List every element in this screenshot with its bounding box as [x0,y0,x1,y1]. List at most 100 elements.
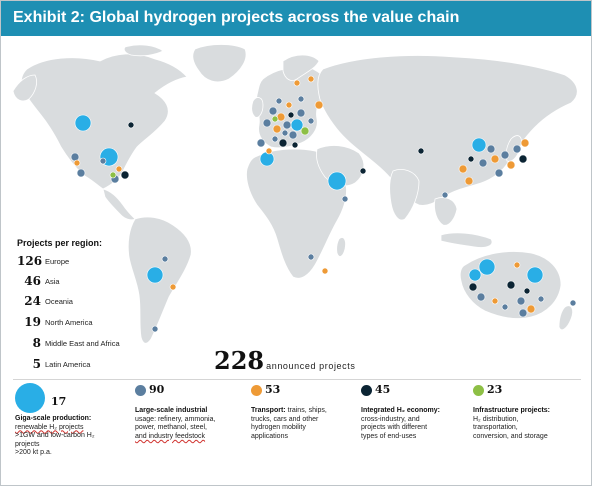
project-marker-transport [490,154,500,164]
land-indonesia [440,232,493,248]
project-marker-giga [146,266,164,284]
land-north-america [20,53,188,190]
transport-dot-icon [251,385,262,396]
integrated-dot-icon [361,385,372,396]
legend-description: Integrated H₂ economy: cross-industry, a… [361,407,465,441]
legend-giga-scale: 17 Giga-scale production: renewable H₂ p… [15,381,125,481]
infrastructure-dot-icon [473,385,484,396]
project-marker-giga [471,137,487,153]
world-map [5,39,589,377]
project-marker-integrated [287,111,295,119]
legend-line: and industry feedstock [135,432,206,440]
project-marker-transport [491,297,499,305]
land-india [389,169,420,221]
legend-line: projects with different [361,424,428,432]
industrial-dot-icon [135,385,146,396]
region-count: 46 [24,274,41,288]
project-marker-industrial [501,303,509,311]
legend-description: Infrastructure projects: H₂ distribution… [473,407,583,441]
land-alaska [12,74,37,102]
project-marker-industrial [494,168,504,178]
project-marker-transport [506,160,516,170]
project-marker-industrial [486,144,496,154]
region-name: Oceania [45,297,73,306]
legend-count: 53 [265,383,281,396]
land-canada-islands [123,44,164,57]
legend-line: transportation, [473,424,518,432]
legend-description: Transport: trains, ships, trucks, cars a… [251,407,357,441]
land-southeast-asia [434,197,458,226]
project-marker-integrated [467,155,475,163]
legend-title: Large-scale industrial [135,407,208,414]
land-new-zealand [558,305,573,331]
project-marker-giga [74,114,92,132]
project-marker-transport [526,304,536,314]
project-marker-industrial [500,150,510,160]
legend-divider [13,379,581,380]
projects-per-region-heading: Projects per region: [17,238,103,248]
project-marker-industrial [268,106,278,116]
project-marker-industrial [297,95,305,103]
project-marker-integrated [127,121,135,129]
project-marker-transport [520,138,530,148]
legend-count: 90 [149,383,165,396]
project-marker-transport [513,261,521,269]
project-marker-industrial [161,255,169,263]
project-marker-industrial [516,296,526,306]
project-marker-industrial [569,299,577,307]
project-marker-integrated [120,170,130,180]
project-marker-industrial [151,325,159,333]
legend-line: conversion, and storage [473,432,548,440]
world-map-svg [12,44,578,344]
project-marker-industrial [256,138,266,148]
project-marker-industrial [478,158,488,168]
project-marker-industrial [518,308,528,318]
giga-scale-dot-icon [15,383,45,413]
legend-line: trains, ships, [287,407,327,414]
region-name: Latin America [45,360,91,369]
project-marker-industrial [281,129,289,137]
legend-title: Infrastructure projects: [473,407,551,414]
project-marker-industrial [307,253,315,261]
total-projects: 228 announced projects [214,346,355,375]
legend-count: 23 [487,383,503,396]
project-marker-integrated [518,154,528,164]
legend-count: 45 [375,383,391,396]
legend-line: applications [251,432,288,440]
legend-transport: 53 Transport: trains, ships, trucks, car… [251,381,357,481]
project-marker-giga [526,266,544,284]
legend-line: usage: refinery, ammonia, [135,415,216,423]
project-marker-transport [265,147,273,155]
project-marker-industrial [271,135,279,143]
project-marker-industrial [476,292,486,302]
project-marker-industrial [288,130,298,140]
project-marker-industrial [441,191,449,199]
project-marker-transport [307,75,315,83]
project-marker-transport [321,267,329,275]
project-marker-industrial [282,120,292,130]
region-name: Europe [45,257,70,266]
legend-line: types of end-uses [361,432,417,440]
legend-industrial: 90 Large-scale industrial usage: refiner… [135,381,247,481]
land-madagascar [336,237,346,257]
region-count: 5 [32,357,41,371]
legend-line: >200 kt p.a. [15,449,52,457]
legend-description: Large-scale industrial usage: refinery, … [135,407,247,441]
project-marker-giga [478,258,496,276]
land-middle-east [316,145,365,187]
region-count: 126 [17,254,43,268]
legend-integrated: 45 Integrated H₂ economy: cross-industry… [361,381,465,481]
legend-line: hydrogen mobility [251,424,306,432]
land-greenland [192,44,247,83]
region-name: Middle East and Africa [45,339,120,348]
land-scandinavia [282,54,320,81]
project-marker-integrated [278,138,288,148]
title-bar: Exhibit 2: Global hydrogen projects acro… [1,1,591,36]
project-marker-transport [169,283,177,291]
region-name: North America [45,318,93,327]
project-marker-giga [327,171,347,191]
project-marker-transport [285,101,293,109]
project-marker-industrial [262,118,272,128]
project-marker-industrial [296,108,306,118]
legend-title: Transport: [251,407,286,414]
